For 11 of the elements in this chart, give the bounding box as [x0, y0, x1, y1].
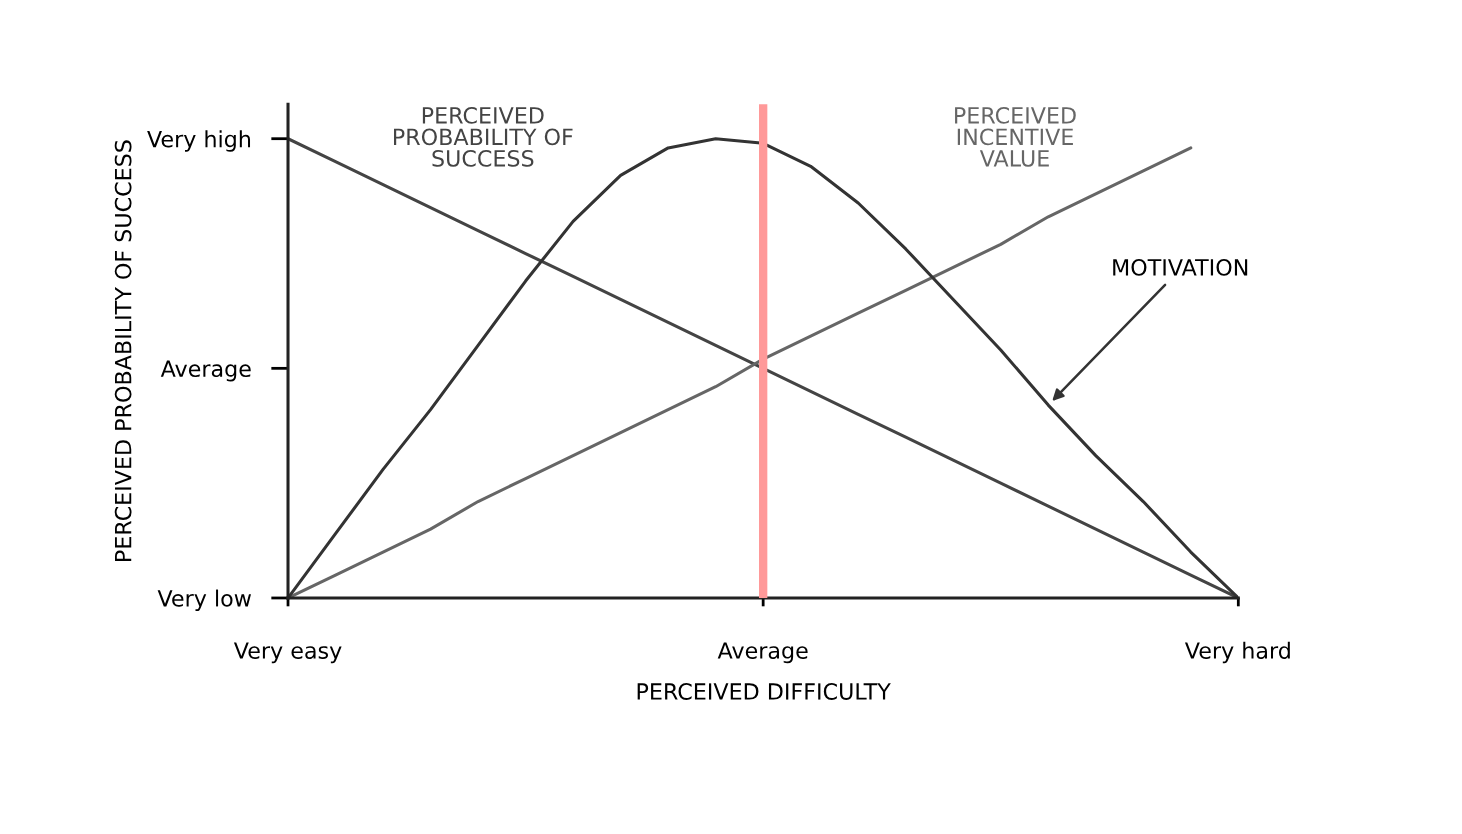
x-axis-title: PERCEIVED DIFFICULTY: [637, 683, 891, 700]
y-axis-title: PERCEIVED PROBABILITY OF SUCCESS: [114, 140, 132, 561]
text: Very low: [157, 589, 251, 612]
text: Average: [160, 360, 251, 382]
annotation: MOTIVATION: [1113, 258, 1248, 276]
x-tick-label: Very easy: [233, 642, 342, 664]
x-tick-label: Average: [717, 642, 808, 664]
series-label: PERCEIVED INCENTIVE VALUE: [955, 106, 1076, 167]
x-tick-label: Very hard: [1184, 641, 1290, 664]
series-label: PERCEIVED PROBABILITY OF SUCCESS: [394, 106, 573, 167]
text: Very high: [147, 130, 251, 152]
